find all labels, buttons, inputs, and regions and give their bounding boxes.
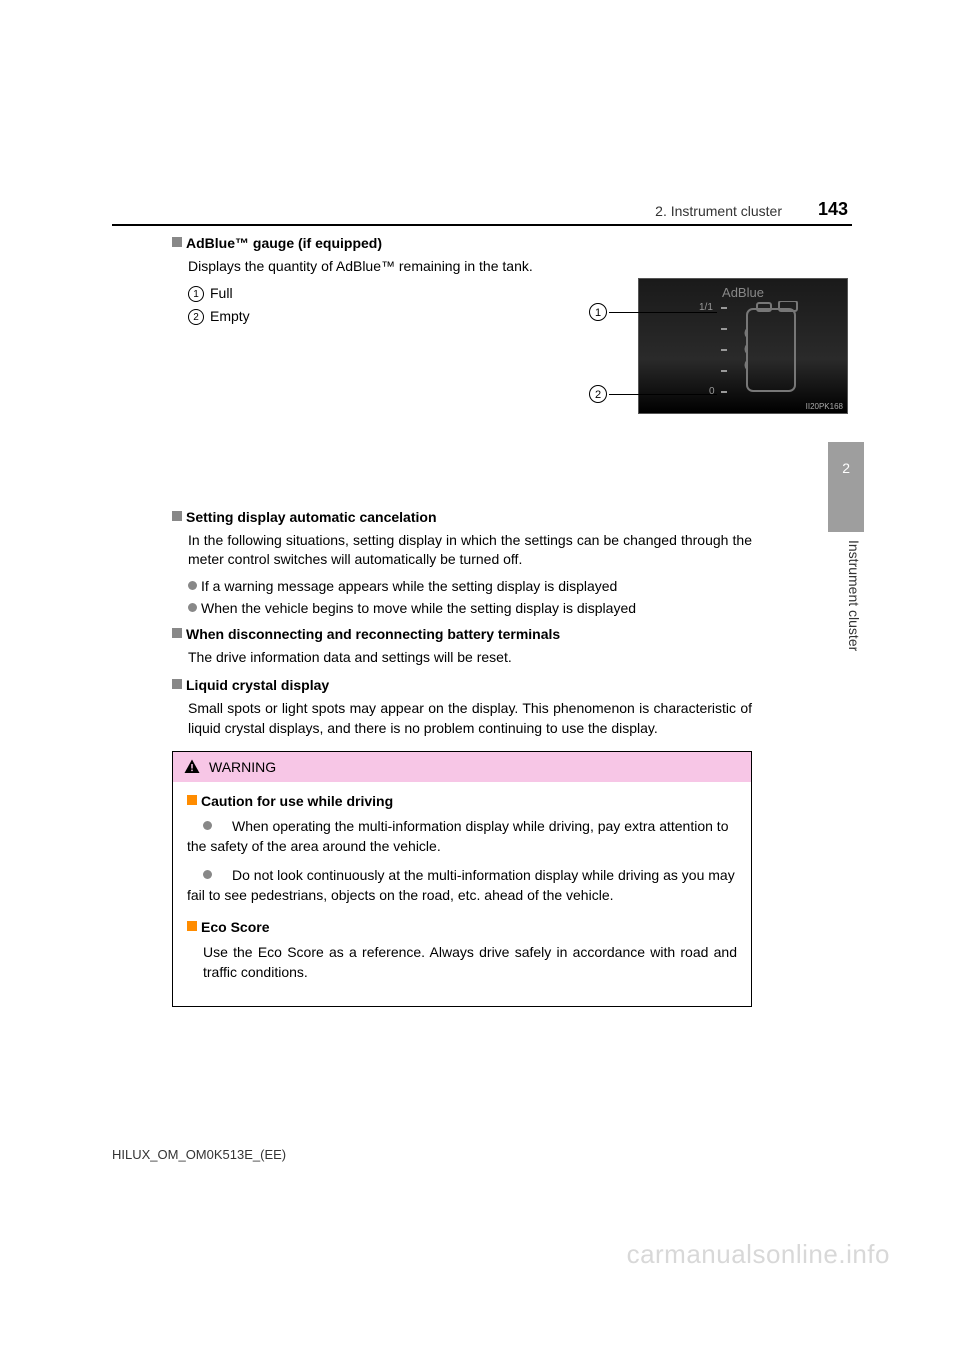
battery-desc: The drive information data and settings … [188,648,752,668]
warning-caution-bullet-2: Do not look continuously at the multi-in… [187,866,737,905]
bullet-dot-icon [203,821,212,830]
document-id: HILUX_OM_OM0K513E_(EE) [112,1147,286,1162]
gauge-image-id: II20PK168 [806,402,843,411]
warning-box: WARNING Caution for use while driving Wh… [172,751,752,1008]
adblue-desc: Displays the quantity of AdBlue™ remaini… [188,257,752,277]
setting-cancel-bullet-2: When the vehicle begins to move while th… [172,600,752,616]
watermark: carmanualsonline.info [627,1239,890,1270]
bullet-square-icon [172,237,182,247]
bullet-dot-icon [203,870,212,879]
bullet-square-orange-icon [187,921,197,931]
warning-body: Caution for use while driving When opera… [173,782,751,1007]
setting-cancel-title: Setting display automatic cancelation [172,509,752,525]
warning-eco-desc: Use the Eco Score as a reference. Always… [203,943,737,982]
content-area: AdBlue™ gauge (if equipped) Displays the… [172,235,752,1007]
chapter-tab-number: 2 [842,460,850,476]
warning-header-label: WARNING [209,759,276,775]
setting-cancel-bullet-1: If a warning message appears while the s… [172,578,752,594]
chapter-tab [828,442,864,532]
legend-empty: 2Empty [172,308,752,325]
warning-eco-title: Eco Score [187,918,737,938]
bullet-dot-icon [188,581,197,590]
bullet-square-icon [172,679,182,689]
bullet-square-icon [172,628,182,638]
bullet-dot-icon [188,603,197,612]
warning-caution-title: Caution for use while driving [187,792,737,812]
manual-page: 2. Instrument cluster 143 2 Instrument c… [0,0,960,1358]
bullet-square-icon [172,511,182,521]
setting-cancel-desc: In the following situations, setting dis… [188,531,752,570]
warning-header: WARNING [173,752,751,782]
header-section-label: 2. Instrument cluster [655,203,782,219]
legend-full: 1Full [172,285,752,302]
header-rule [112,224,852,226]
page-number: 143 [818,199,848,220]
bullet-square-orange-icon [187,795,197,805]
warning-triangle-icon [183,758,201,776]
lcd-title: Liquid crystal display [172,677,752,693]
chapter-tab-label: Instrument cluster [830,540,862,740]
adblue-section-title: AdBlue™ gauge (if equipped) [172,235,752,251]
warning-caution-bullet-1: When operating the multi-information dis… [187,817,737,856]
lcd-desc: Small spots or light spots may appear on… [188,699,752,738]
battery-title: When disconnecting and reconnecting batt… [172,626,752,642]
